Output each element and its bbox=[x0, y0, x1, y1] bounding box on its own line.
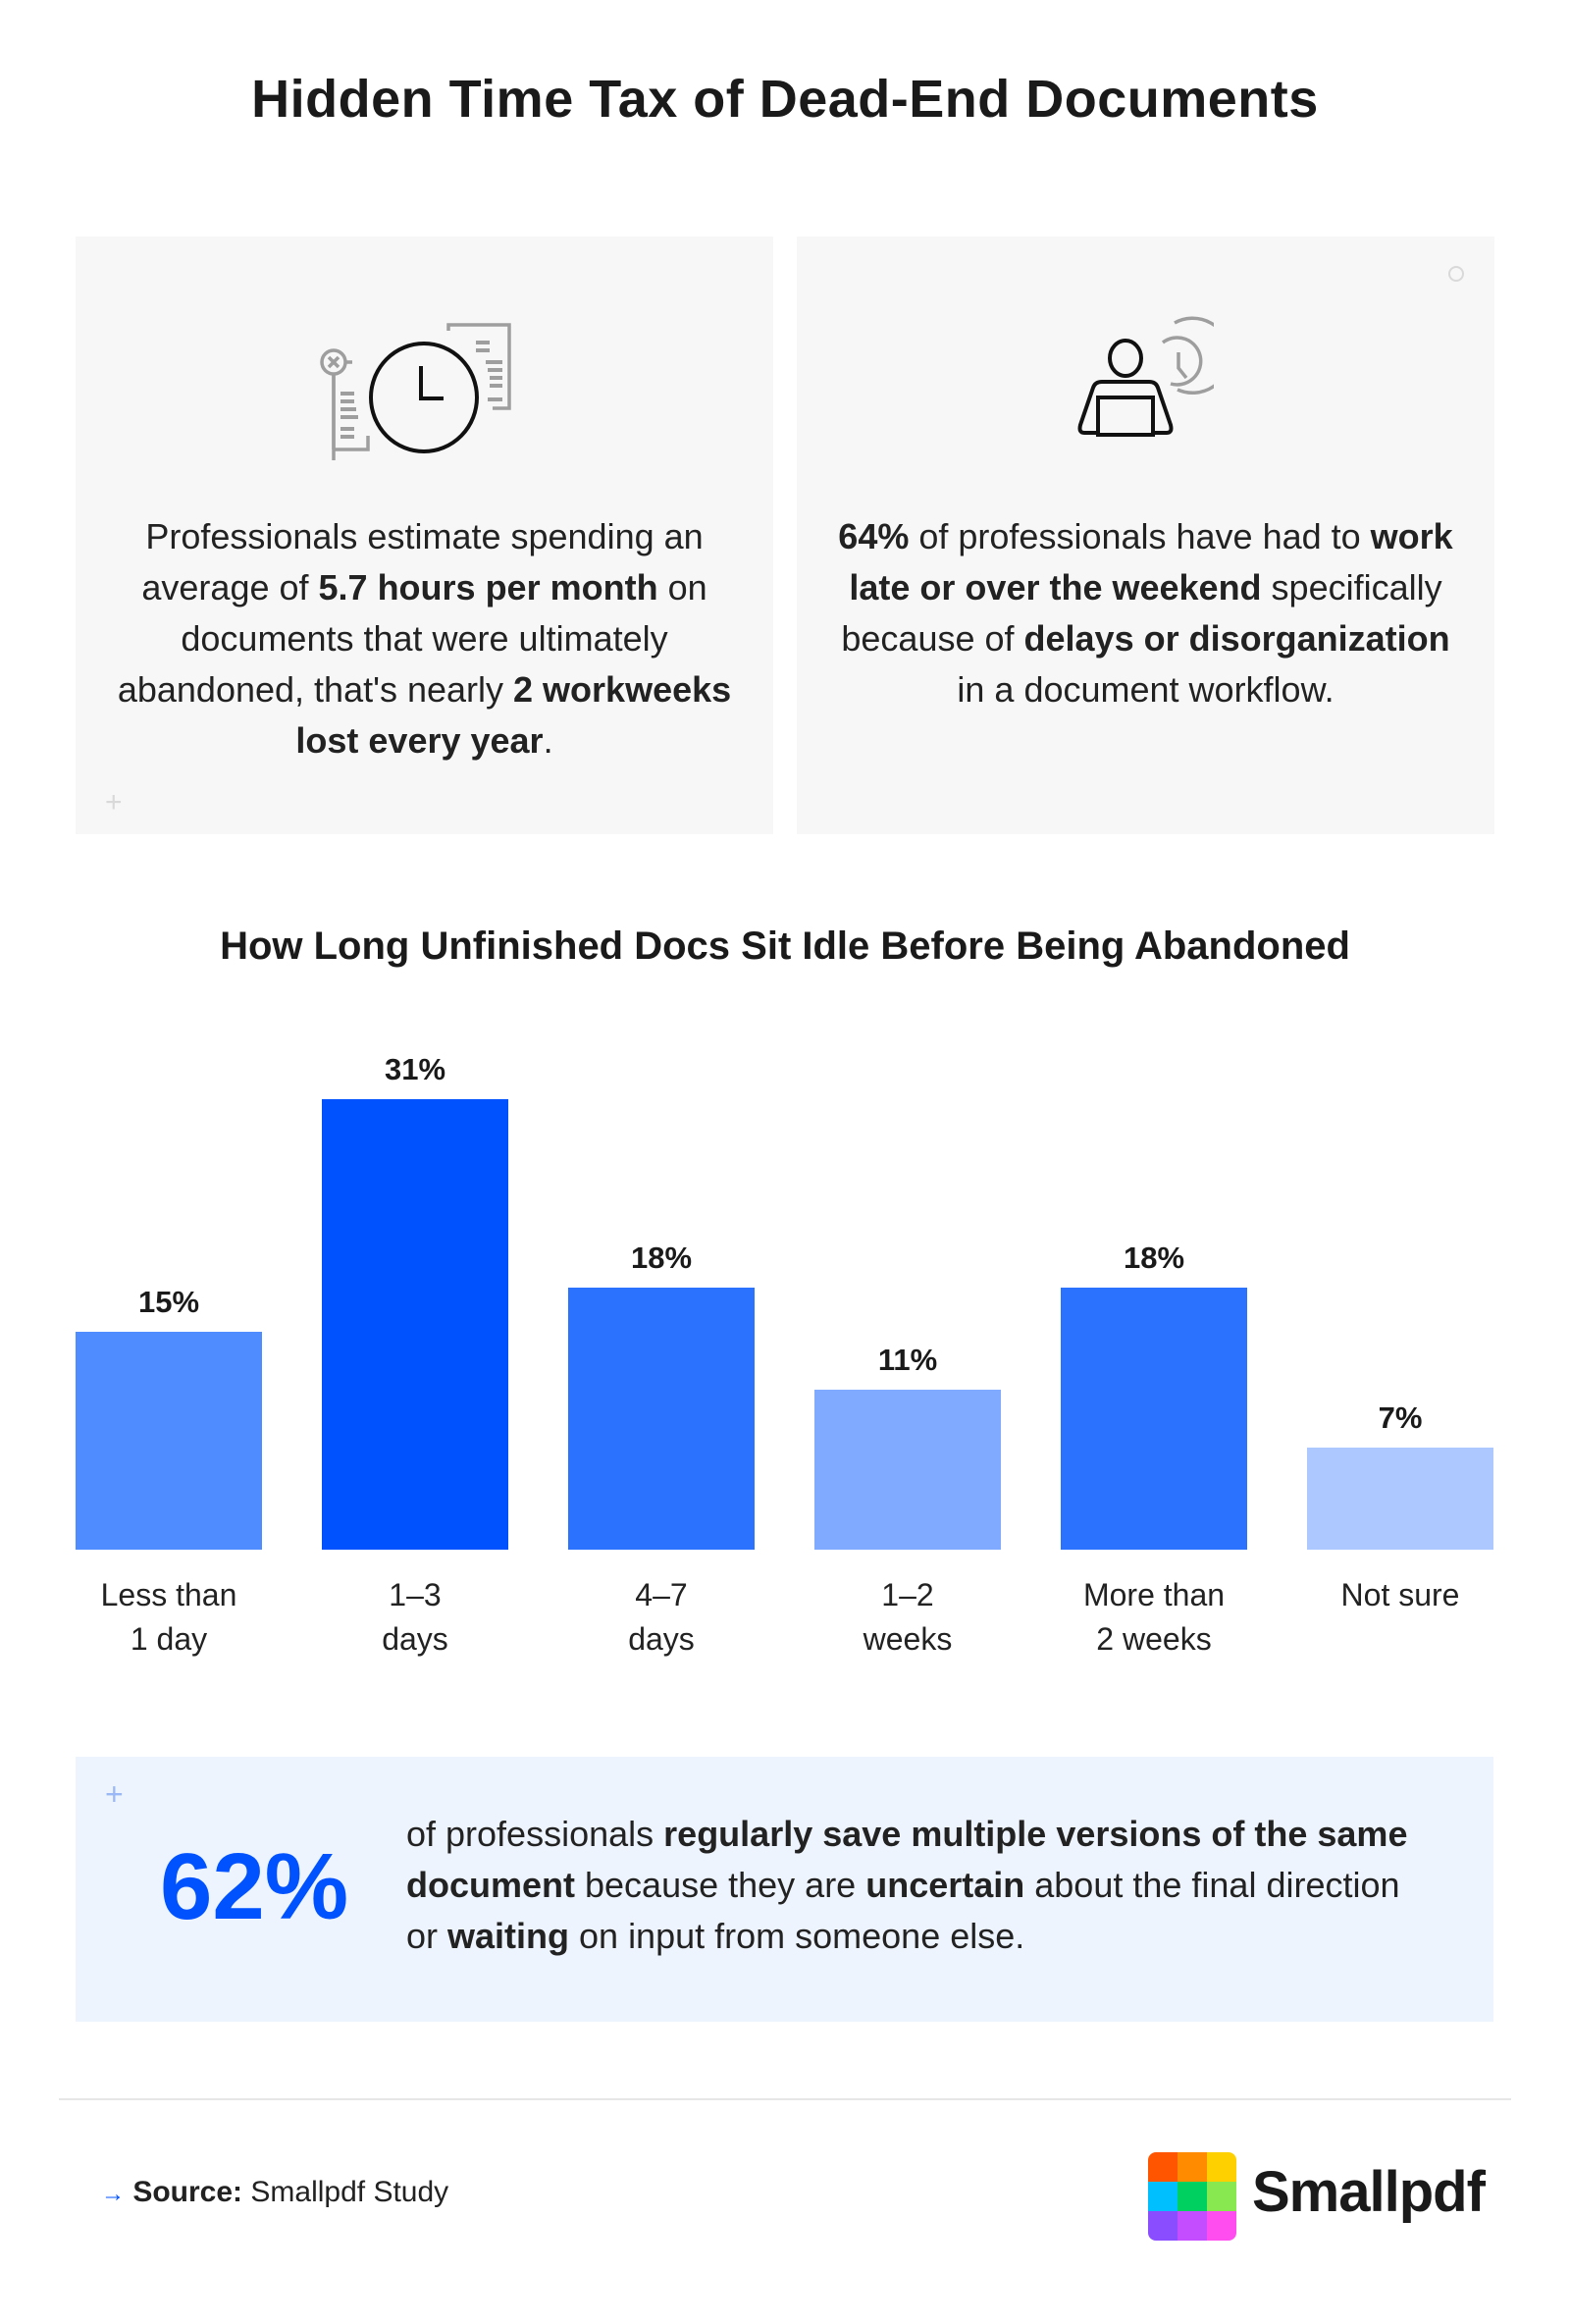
emphasis-text: 2 workweeks lost every year bbox=[295, 669, 732, 761]
emphasis-text: 5.7 hours per month bbox=[318, 567, 658, 607]
plus-decoration-icon: + bbox=[105, 1776, 124, 1812]
stat-card-hours: Professionals estimate spending an avera… bbox=[76, 237, 773, 834]
logo-tile bbox=[1207, 2182, 1236, 2211]
bar-5 bbox=[1307, 1448, 1493, 1550]
value-label: 15% bbox=[137, 1284, 200, 1319]
logo-tile bbox=[1178, 2182, 1207, 2211]
plus-decoration-icon: + bbox=[105, 786, 123, 819]
category-label: 1–3 days bbox=[382, 1577, 448, 1657]
stat-text-late-work: 64% of professionals have had to work la… bbox=[836, 511, 1455, 715]
emphasis-text: uncertain bbox=[865, 1865, 1025, 1905]
emphasis-text: work late or over the weekend bbox=[849, 516, 1453, 607]
clock-documents-icon bbox=[320, 323, 511, 460]
divider bbox=[59, 2098, 1511, 2100]
stat-text-hours: Professionals estimate spending an avera… bbox=[115, 511, 734, 766]
logo-tile bbox=[1207, 2152, 1236, 2182]
logo-tile bbox=[1148, 2152, 1178, 2182]
bar-2 bbox=[568, 1288, 755, 1550]
text-segment: . bbox=[543, 720, 553, 761]
callout-box: + 62% of professionals regularly save mu… bbox=[76, 1757, 1493, 2022]
value-label: 18% bbox=[630, 1241, 693, 1276]
smallpdf-logo-icon bbox=[1148, 2152, 1236, 2241]
text-segment: of professionals bbox=[406, 1814, 664, 1854]
text-segment: because they are bbox=[575, 1865, 866, 1905]
stat-card-late-work: 64% of professionals have had to work la… bbox=[797, 237, 1494, 834]
text-segment: of professionals have had to bbox=[909, 516, 1371, 556]
bar-3 bbox=[814, 1390, 1001, 1550]
source-line: → Source: Smallpdf Study bbox=[101, 2176, 448, 2209]
value-label: 18% bbox=[1123, 1241, 1185, 1276]
callout-text: of professionals regularly save multiple… bbox=[406, 1809, 1437, 1962]
logo-tile bbox=[1207, 2211, 1236, 2241]
text-segment: Professionals estimate spending an avera… bbox=[141, 516, 704, 607]
chart-title: How Long Unfinished Docs Sit Idle Before… bbox=[220, 924, 1350, 968]
bar-0 bbox=[76, 1331, 262, 1550]
logo-tile bbox=[1178, 2152, 1207, 2182]
bar-4 bbox=[1061, 1288, 1247, 1550]
emphasis-text: waiting bbox=[447, 1916, 570, 1956]
value-label: 11% bbox=[877, 1343, 938, 1378]
category-label: 4–7 days bbox=[628, 1577, 695, 1657]
text-segment: on input from someone else. bbox=[569, 1916, 1025, 1956]
text-segment: in a document workflow. bbox=[957, 669, 1334, 710]
text-segment: specifically because of bbox=[841, 567, 1442, 659]
brand-name: Smallpdf bbox=[1252, 2160, 1486, 2224]
logo-tile bbox=[1148, 2211, 1178, 2241]
source-label: Source: bbox=[132, 2176, 243, 2208]
arrow-right-icon: → bbox=[101, 2181, 125, 2207]
source-value: Smallpdf Study bbox=[250, 2176, 449, 2208]
circle-decoration-icon bbox=[1448, 266, 1464, 282]
category-label: 1–2 weeks bbox=[863, 1577, 953, 1657]
value-label: 7% bbox=[1378, 1400, 1423, 1436]
bar-1 bbox=[322, 1099, 508, 1550]
text-segment: about the final direction or bbox=[406, 1865, 1400, 1956]
emphasis-text: delays or disorganization bbox=[1023, 618, 1450, 659]
category-label: Not sure bbox=[1340, 1577, 1460, 1612]
logo-tile bbox=[1148, 2182, 1178, 2211]
category-label: More than 2 weeks bbox=[1082, 1577, 1226, 1657]
logo-tile bbox=[1178, 2211, 1207, 2241]
emphasis-text: regularly save multiple versions of the … bbox=[406, 1814, 1408, 1905]
person-laptop-clock-icon bbox=[1077, 316, 1214, 437]
category-label: Less than 1 day bbox=[100, 1577, 237, 1657]
page-title: Hidden Time Tax of Dead-End Documents bbox=[251, 70, 1319, 129]
text-segment: on documents that were ultimately abando… bbox=[117, 567, 707, 710]
emphasis-text: 64% bbox=[838, 516, 910, 556]
callout-percent: 62% bbox=[160, 1834, 349, 1939]
value-label: 31% bbox=[384, 1052, 446, 1086]
